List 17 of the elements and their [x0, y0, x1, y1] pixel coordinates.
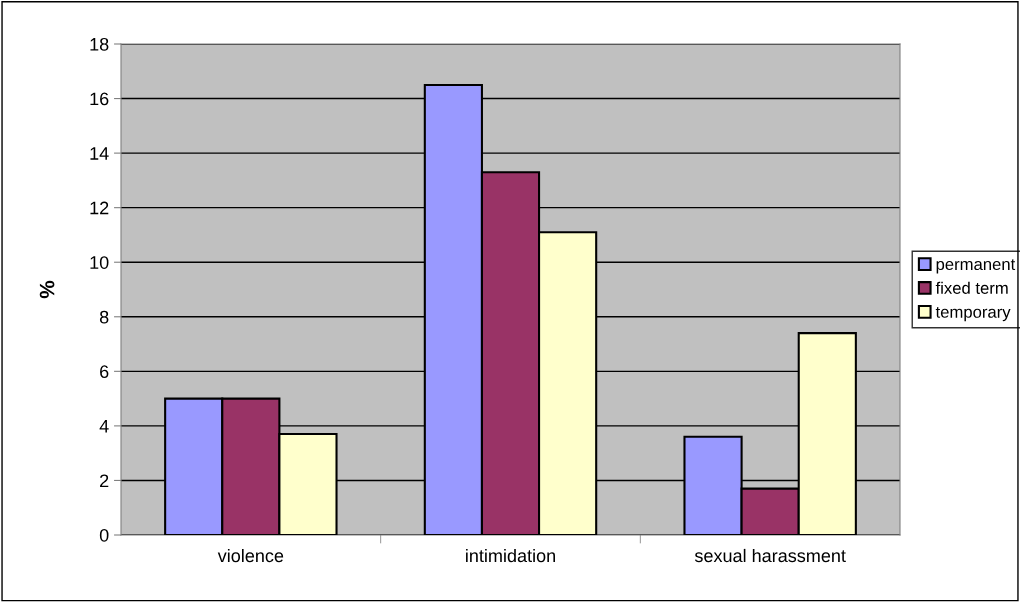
- x-tick-label: sexual harassment: [694, 548, 846, 563]
- legend-label: fixed term: [935, 281, 1008, 294]
- y-tick-label: 10: [90, 256, 109, 269]
- x-tick-label: violence: [217, 548, 284, 563]
- y-axis-title: %: [39, 280, 55, 299]
- legend-label: temporary: [935, 306, 1011, 322]
- legend-label: permanent: [936, 259, 1016, 274]
- y-tick-label: 14: [90, 147, 109, 160]
- y-tick-label: 12: [90, 201, 109, 215]
- y-tick-label: 0: [99, 528, 109, 542]
- x-tick-label: intimidation: [466, 548, 555, 563]
- y-tick-label: 4: [99, 420, 109, 433]
- y-tick-label: 8: [99, 310, 109, 324]
- y-tick-label: 16: [90, 92, 109, 106]
- y-tick-label: 6: [100, 365, 109, 379]
- y-tick-label: 18: [90, 37, 109, 51]
- y-tick-label: 2: [100, 474, 109, 487]
